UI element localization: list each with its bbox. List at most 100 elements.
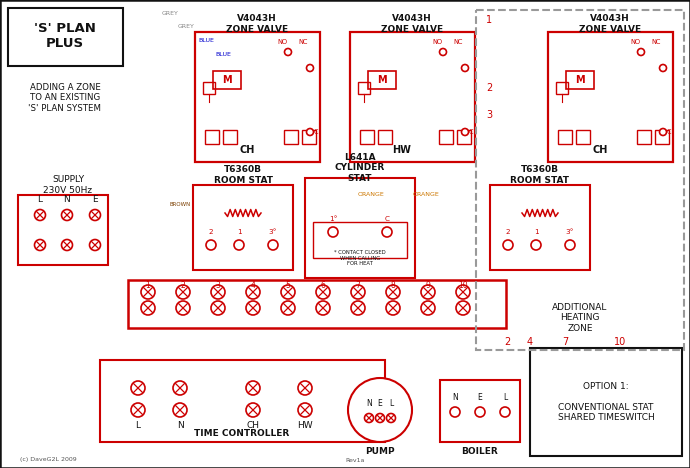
- Bar: [637, 130, 651, 144]
- Circle shape: [386, 414, 395, 423]
- Circle shape: [462, 129, 469, 136]
- Text: V4043H
ZONE VALVE: V4043H ZONE VALVE: [226, 15, 288, 34]
- Text: NO: NO: [432, 39, 442, 45]
- Text: NO: NO: [630, 39, 640, 45]
- Bar: [476, 10, 684, 350]
- Text: 8: 8: [391, 281, 395, 291]
- Text: ADDITIONAL
HEATING
ZONE: ADDITIONAL HEATING ZONE: [552, 303, 608, 333]
- Text: 2: 2: [504, 337, 510, 347]
- Circle shape: [456, 301, 470, 315]
- Circle shape: [34, 240, 46, 250]
- Text: N: N: [366, 400, 372, 409]
- Circle shape: [351, 285, 365, 299]
- Text: NC: NC: [651, 39, 661, 45]
- Text: CH: CH: [246, 421, 259, 430]
- Text: BLUE: BLUE: [215, 52, 231, 57]
- Text: C: C: [314, 129, 319, 135]
- Text: HW: HW: [297, 421, 313, 430]
- Circle shape: [328, 227, 338, 237]
- Text: N: N: [63, 196, 70, 205]
- Text: V4043H
ZONE VALVE: V4043H ZONE VALVE: [579, 15, 641, 34]
- Text: 1: 1: [237, 229, 241, 235]
- Bar: [655, 130, 669, 144]
- Text: T6360B
ROOM STAT: T6360B ROOM STAT: [511, 165, 569, 185]
- Bar: [530, 348, 682, 456]
- Circle shape: [206, 240, 216, 250]
- Circle shape: [660, 65, 667, 72]
- Circle shape: [176, 301, 190, 315]
- Bar: [360, 130, 374, 144]
- Bar: [128, 280, 506, 328]
- Text: 7: 7: [562, 337, 568, 347]
- Circle shape: [503, 240, 513, 250]
- Text: CH: CH: [592, 145, 608, 155]
- Bar: [18, 195, 108, 265]
- Bar: [213, 71, 241, 89]
- Circle shape: [386, 285, 400, 299]
- Circle shape: [306, 65, 313, 72]
- Text: GREY: GREY: [162, 11, 179, 16]
- Circle shape: [475, 407, 485, 417]
- Circle shape: [375, 414, 384, 423]
- Circle shape: [565, 240, 575, 250]
- Text: M: M: [222, 75, 232, 85]
- Bar: [193, 185, 293, 270]
- Circle shape: [348, 378, 412, 442]
- Text: 'S' PLAN
PLUS: 'S' PLAN PLUS: [34, 22, 96, 50]
- Circle shape: [141, 301, 155, 315]
- Text: 2: 2: [181, 281, 186, 291]
- Bar: [284, 130, 298, 144]
- Text: * CONTACT CLOSED
WHEN CALLING
FOR HEAT: * CONTACT CLOSED WHEN CALLING FOR HEAT: [334, 250, 386, 266]
- Bar: [313, 222, 407, 258]
- Text: SUPPLY
230V 50Hz: SUPPLY 230V 50Hz: [43, 176, 92, 195]
- Bar: [350, 32, 475, 162]
- Bar: [576, 130, 590, 144]
- Circle shape: [131, 381, 145, 395]
- Text: TIME CONTROLLER: TIME CONTROLLER: [195, 430, 290, 439]
- Bar: [203, 82, 215, 94]
- Circle shape: [351, 301, 365, 315]
- Circle shape: [90, 210, 101, 220]
- Circle shape: [234, 240, 244, 250]
- Text: 3°: 3°: [269, 229, 277, 235]
- Circle shape: [531, 240, 541, 250]
- Text: E: E: [377, 400, 382, 409]
- Text: NC: NC: [299, 39, 308, 45]
- Text: CH: CH: [239, 145, 255, 155]
- Circle shape: [421, 301, 435, 315]
- Circle shape: [500, 407, 510, 417]
- Circle shape: [386, 301, 400, 315]
- Bar: [556, 82, 568, 94]
- Text: 5: 5: [286, 281, 290, 291]
- Circle shape: [211, 285, 225, 299]
- Bar: [490, 185, 590, 270]
- Text: PUMP: PUMP: [365, 446, 395, 455]
- Bar: [100, 360, 385, 442]
- Circle shape: [298, 403, 312, 417]
- Text: C: C: [469, 129, 473, 135]
- Circle shape: [284, 49, 291, 56]
- Text: 4: 4: [527, 337, 533, 347]
- Circle shape: [440, 49, 446, 56]
- Text: 1: 1: [486, 15, 492, 25]
- Circle shape: [281, 285, 295, 299]
- Circle shape: [316, 285, 330, 299]
- Circle shape: [61, 210, 72, 220]
- Circle shape: [173, 403, 187, 417]
- Text: 1: 1: [146, 281, 150, 291]
- Text: NC: NC: [453, 39, 463, 45]
- Text: NO: NO: [277, 39, 287, 45]
- Text: 6: 6: [321, 281, 326, 291]
- Text: OPTION 1:

CONVENTIONAL STAT
SHARED TIMESWITCH: OPTION 1: CONVENTIONAL STAT SHARED TIMES…: [558, 382, 654, 422]
- Bar: [205, 130, 219, 144]
- Text: E: E: [477, 394, 482, 402]
- Bar: [305, 178, 415, 278]
- Text: (c) DaveG2L 2009: (c) DaveG2L 2009: [20, 458, 77, 462]
- Text: 2: 2: [486, 83, 492, 93]
- Text: L: L: [135, 421, 141, 430]
- Text: M: M: [377, 75, 387, 85]
- Text: ORANGE: ORANGE: [413, 192, 440, 197]
- Text: GREY: GREY: [178, 24, 195, 29]
- Text: 1: 1: [533, 229, 538, 235]
- Text: 10: 10: [458, 281, 468, 291]
